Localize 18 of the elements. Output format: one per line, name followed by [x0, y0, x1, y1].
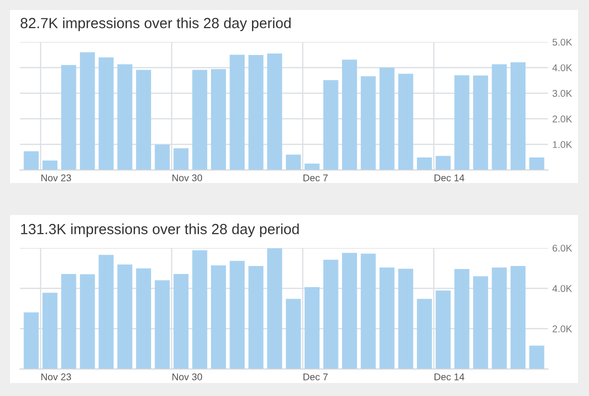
x-tick-label: Dec 14 — [434, 374, 464, 380]
y-tick-label: 3.0K — [552, 90, 572, 97]
x-tick-label: Nov 30 — [172, 174, 202, 182]
y-tick-label: 4.0K — [552, 285, 572, 292]
y-tick-label: 1.0K — [552, 141, 572, 148]
y-tick-label: 4.0K — [552, 64, 572, 72]
y-tick-label: 2.0K — [552, 325, 572, 332]
chart-title: 82.7K impressions over this 28 day period — [20, 18, 291, 32]
x-tick-label: Nov 30 — [172, 373, 202, 380]
x-tick-label: Nov 23 — [41, 174, 71, 182]
x-tick-label: Nov 23 — [41, 373, 71, 380]
x-tick-label: Dec 7 — [304, 374, 328, 380]
chart-title: 131.3K impressions over this 28 day period — [21, 224, 299, 238]
y-tick-label: 5.0K — [552, 38, 572, 46]
x-tick-label: Dec 14 — [434, 174, 464, 182]
y-tick-label: 6.0K — [552, 244, 572, 252]
y-tick-label: 2.0K — [552, 116, 572, 122]
x-tick-label: Dec 7 — [304, 174, 328, 182]
